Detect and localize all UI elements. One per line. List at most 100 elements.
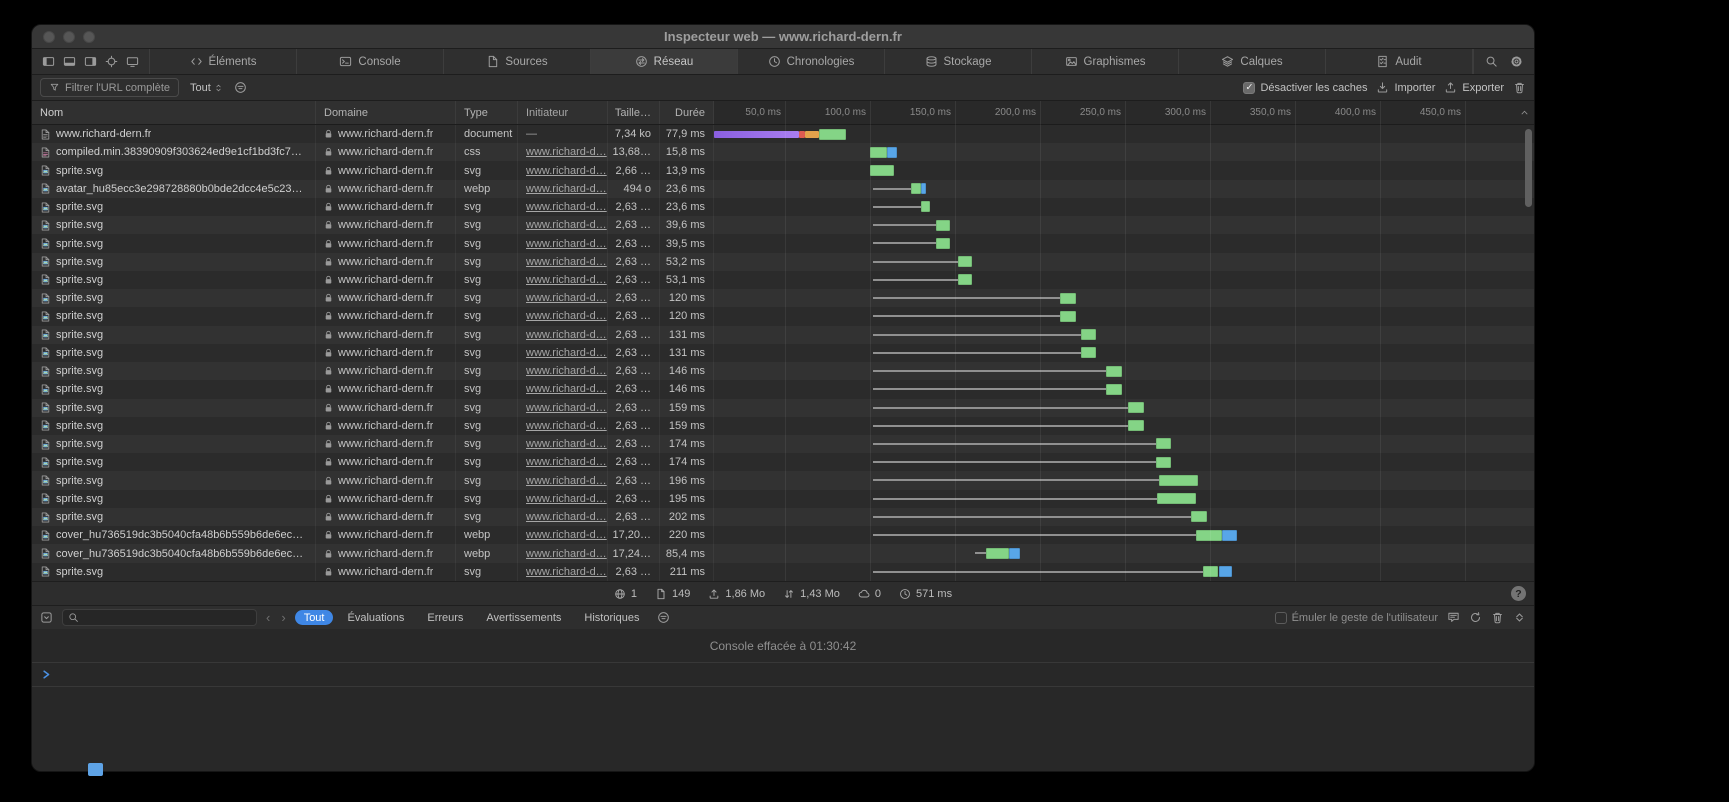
initiator-link[interactable]: www.richard-d… <box>526 292 607 304</box>
table-row[interactable]: cover_hu736519dc3b5040cfa48b6b559b6de6ec… <box>32 544 1534 562</box>
initiator-link[interactable]: www.richard-d… <box>526 493 607 505</box>
vertical-scrollbar-thumb[interactable] <box>1525 129 1532 207</box>
dock-left-icon[interactable] <box>42 55 55 68</box>
tab-calques[interactable]: Calques <box>1179 49 1326 74</box>
import-button[interactable]: Importer <box>1376 81 1435 94</box>
column-header-taille[interactable]: Taille… <box>608 101 660 124</box>
table-row[interactable]: sprite.svgwww.richard-dern.frsvgwww.rich… <box>32 234 1534 252</box>
emulate-user-gesture-checkbox[interactable]: Émuler le geste de l'utilisateur <box>1275 612 1438 624</box>
initiator-link[interactable]: www.richard-d… <box>526 310 607 322</box>
tab-reseau[interactable]: Réseau <box>591 49 738 74</box>
device-display-icon[interactable] <box>126 55 139 68</box>
initiator-link[interactable]: www.richard-d… <box>526 566 607 578</box>
table-row[interactable]: sprite.svgwww.richard-dern.frsvgwww.rich… <box>32 453 1534 471</box>
initiator-link[interactable]: www.richard-d… <box>526 529 607 541</box>
table-row[interactable]: sprite.svgwww.richard-dern.frsvgwww.rich… <box>32 435 1534 453</box>
table-row[interactable]: sprite.svgwww.richard-dern.frsvgwww.rich… <box>32 326 1534 344</box>
console-messages-icon[interactable] <box>1447 611 1460 624</box>
resource-type-popup[interactable]: Tout <box>188 82 225 94</box>
initiator-link[interactable]: www.richard-d… <box>526 402 607 414</box>
initiator-link[interactable]: www.richard-d… <box>526 511 607 523</box>
initiator-link[interactable]: www.richard-d… <box>526 383 607 395</box>
initiator-link[interactable]: www.richard-d… <box>526 165 607 177</box>
tab-console[interactable]: Console <box>297 49 444 74</box>
console-prompt[interactable] <box>32 663 1534 687</box>
table-row[interactable]: sprite.svgwww.richard-dern.frsvgwww.rich… <box>32 289 1534 307</box>
initiator-link[interactable]: www.richard-d… <box>526 365 607 377</box>
collapse-timeline-icon[interactable] <box>1519 107 1530 118</box>
initiator-link[interactable]: www.richard-d… <box>526 274 607 286</box>
table-row[interactable]: sprite.svgwww.richard-dern.frsvgwww.rich… <box>32 253 1534 271</box>
table-row[interactable]: sprite.svgwww.richard-dern.frsvgwww.rich… <box>32 399 1534 417</box>
table-row[interactable]: www.richard-dern.frwww.richard-dern.frdo… <box>32 125 1534 143</box>
initiator-link[interactable]: www.richard-d… <box>526 347 607 359</box>
tab-stockage[interactable]: Stockage <box>885 49 1032 74</box>
help-button[interactable]: ? <box>1511 586 1526 601</box>
initiator-link[interactable]: www.richard-d… <box>526 256 607 268</box>
table-row[interactable]: cover_hu736519dc3b5040cfa48b6b559b6de6ec… <box>32 526 1534 544</box>
table-row[interactable]: compiled.min.38390909f303624ed9e1cf1bd3f… <box>32 143 1534 161</box>
console-search-input[interactable] <box>62 609 257 626</box>
table-row[interactable]: sprite.svgwww.richard-dern.frsvgwww.rich… <box>32 271 1534 289</box>
table-row[interactable]: sprite.svgwww.richard-dern.frsvgwww.rich… <box>32 490 1534 508</box>
column-header-nom[interactable]: Nom <box>32 101 316 124</box>
clear-console-trash-icon[interactable] <box>1491 611 1504 624</box>
tab-audit[interactable]: Audit <box>1326 49 1473 74</box>
table-row[interactable]: sprite.svgwww.richard-dern.frsvgwww.rich… <box>32 471 1534 489</box>
trash-icon[interactable] <box>1513 81 1526 94</box>
console-filter-avertissements[interactable]: Avertissements <box>477 610 570 625</box>
initiator-link[interactable]: www.richard-d… <box>526 329 607 341</box>
column-header-type[interactable]: Type <box>456 101 518 124</box>
url-filter-input[interactable]: Filtrer l'URL complète <box>40 78 179 97</box>
initiator-link[interactable]: www.richard-d… <box>526 238 607 250</box>
column-header-initiateur[interactable]: Initiateur <box>518 101 608 124</box>
search-icon[interactable] <box>1485 55 1498 68</box>
table-row[interactable]: sprite.svgwww.richard-dern.frsvgwww.rich… <box>32 362 1534 380</box>
next-message-button[interactable]: › <box>281 611 285 624</box>
dock-bottom-icon[interactable] <box>63 55 76 68</box>
dock-right-icon[interactable] <box>84 55 97 68</box>
reload-icon[interactable] <box>1469 611 1482 624</box>
export-button[interactable]: Exporter <box>1444 81 1504 94</box>
table-row[interactable]: sprite.svgwww.richard-dern.frsvgwww.rich… <box>32 216 1534 234</box>
initiator-link[interactable]: www.richard-d… <box>526 420 607 432</box>
initiator-link[interactable]: www.richard-d… <box>526 456 607 468</box>
initiator-link[interactable]: www.richard-d… <box>526 183 607 195</box>
table-row[interactable]: sprite.svgwww.richard-dern.frsvgwww.rich… <box>32 307 1534 325</box>
table-row[interactable]: sprite.svgwww.richard-dern.frsvgwww.rich… <box>32 380 1534 398</box>
column-header-domaine[interactable]: Domaine <box>316 101 456 124</box>
tab-chronologies[interactable]: Chronologies <box>738 49 885 74</box>
table-row[interactable]: sprite.svgwww.richard-dern.frsvgwww.rich… <box>32 417 1534 435</box>
initiator-link[interactable]: www.richard-d… <box>526 201 607 213</box>
tab-sources[interactable]: Sources <box>444 49 591 74</box>
gear-icon[interactable] <box>1510 55 1523 68</box>
table-row[interactable]: sprite.svgwww.richard-dern.frsvgwww.rich… <box>32 508 1534 526</box>
table-row[interactable]: sprite.svgwww.richard-dern.frsvgwww.rich… <box>32 161 1534 179</box>
console-filter-historiques[interactable]: Historiques <box>575 610 648 625</box>
console-scope-icon[interactable] <box>40 611 53 624</box>
initiator-link[interactable]: www.richard-d… <box>526 548 607 560</box>
initiator-link[interactable]: www.richard-d… <box>526 146 607 158</box>
table-row[interactable]: sprite.svgwww.richard-dern.frsvgwww.rich… <box>32 198 1534 216</box>
console-filter-options-icon[interactable] <box>657 611 670 624</box>
table-row[interactable]: sprite.svgwww.richard-dern.frsvgwww.rich… <box>32 563 1534 581</box>
initiator-link[interactable]: www.richard-d… <box>526 219 607 231</box>
minimize-button[interactable] <box>63 31 75 43</box>
expand-console-icon[interactable] <box>1513 611 1526 624</box>
disable-caches-checkbox[interactable]: ✓ Désactiver les caches <box>1243 82 1367 94</box>
console-filter-tout[interactable]: Tout <box>295 610 334 625</box>
zoom-button[interactable] <box>83 31 95 43</box>
tab-graphismes[interactable]: Graphismes <box>1032 49 1179 74</box>
table-row[interactable]: avatar_hu85ecc3e298728880b0bde2dcc4e5c23… <box>32 180 1534 198</box>
initiator-link[interactable]: www.richard-d… <box>526 475 607 487</box>
prev-message-button[interactable]: ‹ <box>266 611 270 624</box>
close-button[interactable] <box>43 31 55 43</box>
inspect-crosshair-icon[interactable] <box>105 55 118 68</box>
console-filter-evaluations[interactable]: Évaluations <box>338 610 413 625</box>
console-filter-erreurs[interactable]: Erreurs <box>418 610 472 625</box>
initiator-link[interactable]: www.richard-d… <box>526 438 607 450</box>
table-row[interactable]: sprite.svgwww.richard-dern.frsvgwww.rich… <box>32 344 1534 362</box>
filter-options-icon[interactable] <box>234 81 247 94</box>
column-header-duree[interactable]: Durée <box>660 101 714 124</box>
console-empty-area[interactable] <box>32 687 1534 771</box>
